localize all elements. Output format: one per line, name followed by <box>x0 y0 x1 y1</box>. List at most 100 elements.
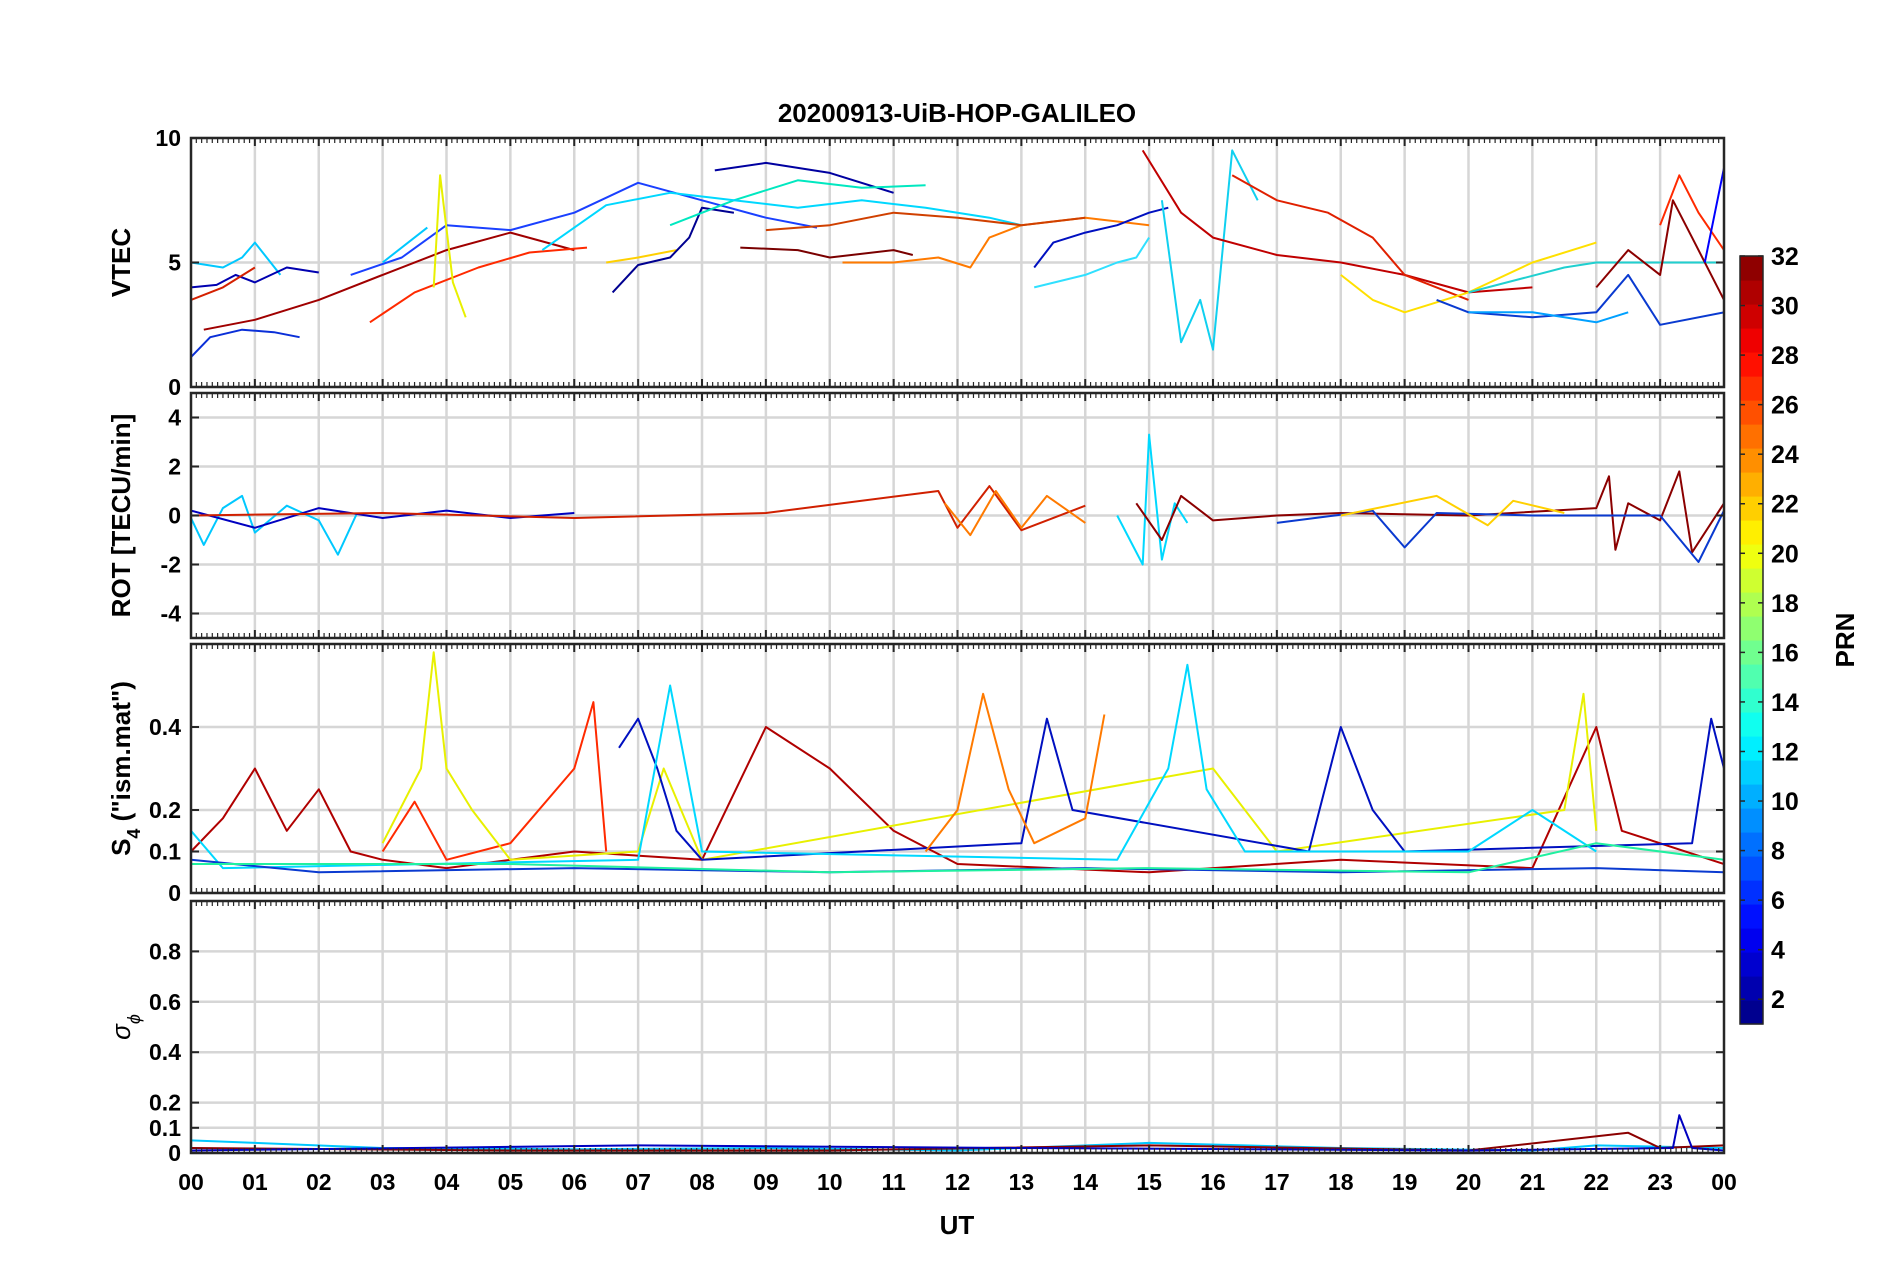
series-line-17 <box>765 211 1086 232</box>
series-line-5 <box>924 692 1106 853</box>
series-line-4 <box>191 266 256 301</box>
grid <box>191 393 1724 638</box>
x-tick-label: 05 <box>498 1169 524 1195</box>
colorbar-swatch <box>1740 928 1763 953</box>
colorbar-tick-label: 30 <box>1771 293 1799 321</box>
colorbar-swatch <box>1740 568 1763 593</box>
x-tick-label: 15 <box>1136 1169 1162 1195</box>
x-tick-label: 16 <box>1200 1169 1226 1195</box>
series-group <box>191 651 1724 874</box>
colorbar-swatch <box>1740 760 1763 785</box>
panel-3: 00.10.20.4S4 ("ism.mat") <box>106 642 1726 906</box>
colorbar-swatch <box>1740 664 1763 689</box>
series-line-8 <box>381 226 428 264</box>
colorbar-swatch <box>1740 592 1763 617</box>
colorbar-swatch <box>1740 736 1763 761</box>
y-tick-label: -4 <box>161 601 182 627</box>
series-line-13 <box>669 179 926 227</box>
y-tick-label: 0 <box>168 1140 181 1166</box>
colorbar-swatch <box>1740 784 1763 809</box>
colorbar-tick-label: 20 <box>1771 540 1799 568</box>
colorbar-tick-label: 14 <box>1771 689 1799 717</box>
series-line-1 <box>191 726 1724 874</box>
series-line-6 <box>350 181 818 276</box>
colorbar-swatch <box>1740 520 1763 545</box>
series-line-3 <box>191 485 1086 532</box>
y-axis-label: VTEC <box>106 228 136 298</box>
y-tick-label: 0 <box>168 503 181 529</box>
series-line-10 <box>606 249 677 264</box>
series-line-8 <box>1340 494 1565 527</box>
colorbar-swatch <box>1740 472 1763 497</box>
y-axis-label-rest: ("ism.mat") <box>106 681 136 828</box>
y-axis-label-main: S <box>106 839 136 856</box>
y-axis-label-sub: ϕ <box>124 1014 144 1024</box>
colorbar-tick-label: 12 <box>1771 738 1799 766</box>
colorbar-swatch <box>1740 808 1763 833</box>
x-ticks <box>190 901 1725 1153</box>
x-tick-label: 03 <box>370 1169 396 1195</box>
y-tick-label: -2 <box>161 552 181 578</box>
colorbar-swatch <box>1740 832 1763 857</box>
y-tick-label: 4 <box>168 405 181 431</box>
x-tick-label: 23 <box>1647 1169 1673 1195</box>
series-line-6 <box>191 663 1597 870</box>
series-line-12 <box>714 161 894 194</box>
panel-4: 00.10.2 0.4 0.6 0.8 σϕ <box>106 899 1726 1166</box>
x-tick-label: 14 <box>1072 1169 1098 1195</box>
colorbar-tick-label: 26 <box>1771 392 1799 420</box>
y-tick-label: 0.2 <box>149 1090 181 1116</box>
y-axis-label: S4 ("ism.mat") <box>106 681 144 856</box>
y-tick-label: 0.2 <box>149 797 181 823</box>
grid <box>191 901 1724 1155</box>
colorbar-swatch <box>1740 304 1763 329</box>
y-tick-label: 0.1 <box>149 1115 181 1141</box>
x-tick-label: 06 <box>561 1169 587 1195</box>
y-tick-label: 0.6 <box>149 989 181 1015</box>
colorbar-tick-label: 6 <box>1771 887 1785 915</box>
series-line-29 <box>1703 167 1724 263</box>
x-tick-label: 22 <box>1583 1169 1609 1195</box>
x-tick-label: 10 <box>817 1169 843 1195</box>
colorbar-swatch <box>1740 328 1763 353</box>
series-line-9 <box>432 174 467 318</box>
series-line-14 <box>541 191 1022 251</box>
colorbar-tick-label: 18 <box>1771 590 1799 618</box>
x-tick-labels: 00 01 02 03 04 05 06 07 08 09 10 11 12 13 14 15 16 17 18 19… <box>178 1169 1737 1195</box>
x-tick-label: 01 <box>242 1169 268 1195</box>
y-tick-label: 0 <box>168 374 181 400</box>
colorbar-tick-label: 24 <box>1771 441 1799 469</box>
series-line-18 <box>1033 206 1169 269</box>
x-tick-label: 13 <box>1009 1169 1035 1195</box>
series-line-5 <box>203 231 575 331</box>
colorbar-swatch <box>1740 400 1763 425</box>
x-tick-label: 00 <box>178 1169 204 1195</box>
colorbar-frame <box>1739 255 1764 1025</box>
series-line-25 <box>1468 311 1629 324</box>
colorbar-swatch <box>1740 904 1763 929</box>
colorbar-tick-label: 4 <box>1771 937 1785 965</box>
series-line-15 <box>740 246 914 259</box>
y-tick-label: 0.8 <box>149 938 181 964</box>
colorbar-swatch <box>1740 496 1763 521</box>
series-line-3 <box>381 651 1598 861</box>
series-line-4 <box>943 490 1086 537</box>
y-tick-label: 0.1 <box>149 839 181 865</box>
colorbar-tick-label: 8 <box>1771 838 1785 866</box>
y-axis-label-main: σ <box>106 1023 136 1040</box>
y-tick-label: 0.4 <box>149 714 181 740</box>
panel-2: -4 -2 0 2 4 ROT [TECU/min] <box>106 391 1726 640</box>
series-line-28 <box>1595 199 1724 301</box>
colorbar-tick-label: 16 <box>1771 639 1799 667</box>
x-tick-label: 09 <box>753 1169 779 1195</box>
series-line-24 <box>1436 273 1724 326</box>
y-tick-label: 0.4 <box>149 1039 181 1065</box>
colorbar-swatch <box>1740 976 1763 1001</box>
colorbar-swatch <box>1740 424 1763 449</box>
colorbar-tick-label: 22 <box>1771 491 1799 519</box>
series-line-7 <box>369 246 588 324</box>
x-ticks <box>190 138 1725 387</box>
x-ticks <box>190 393 1725 638</box>
